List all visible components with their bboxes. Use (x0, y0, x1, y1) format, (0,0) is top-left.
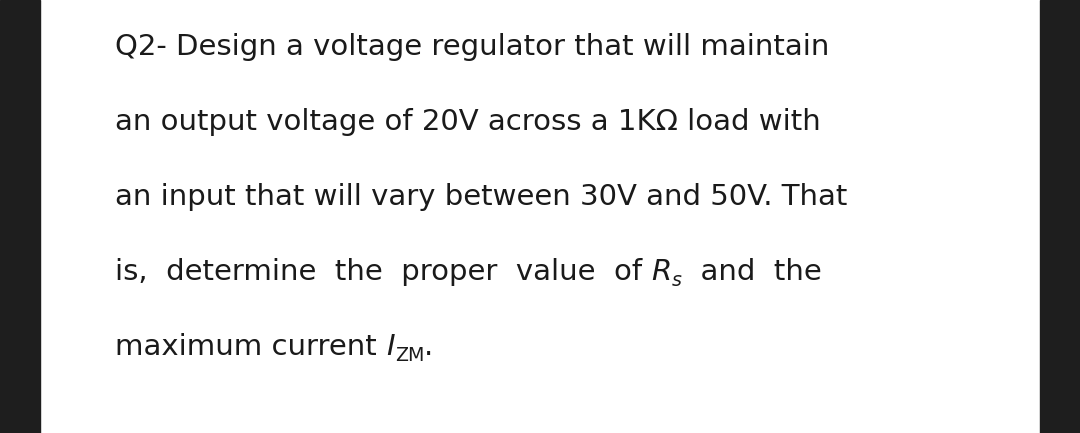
Text: is,  determine  the  proper  value  of: is, determine the proper value of (114, 258, 651, 286)
Text: an input that will vary between 30V and 50V. That: an input that will vary between 30V and … (114, 183, 848, 211)
Text: s: s (672, 271, 681, 290)
Text: I: I (386, 333, 394, 361)
Text: R: R (651, 258, 672, 286)
Text: Q2- Design a voltage regulator that will maintain: Q2- Design a voltage regulator that will… (114, 33, 829, 61)
Text: .: . (424, 333, 433, 361)
Text: maximum current: maximum current (114, 333, 386, 361)
Text: an output voltage of 20V across a 1KΩ load with: an output voltage of 20V across a 1KΩ lo… (114, 108, 821, 136)
Text: and  the: and the (681, 258, 821, 286)
Text: ZM: ZM (394, 346, 424, 365)
